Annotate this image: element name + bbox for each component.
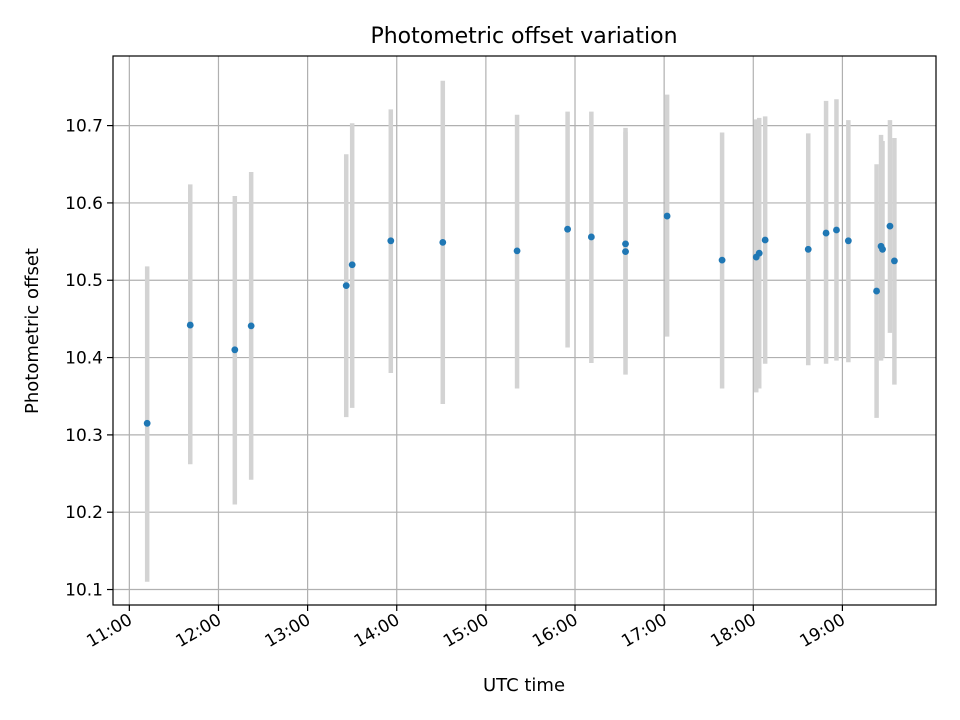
data-point bbox=[718, 256, 726, 264]
plot-frame bbox=[112, 55, 937, 606]
data-point bbox=[833, 226, 840, 234]
data-point bbox=[513, 247, 521, 255]
x-tick-label: 11:00 bbox=[83, 610, 135, 652]
y-tick-label: 10.6 bbox=[65, 194, 103, 214]
x-tick-label: 15:00 bbox=[440, 610, 492, 652]
data-point bbox=[891, 257, 898, 265]
data-point bbox=[143, 419, 151, 427]
data-point bbox=[387, 237, 395, 245]
data-point bbox=[755, 249, 763, 257]
x-tick-label: 12:00 bbox=[173, 610, 225, 652]
data-point bbox=[822, 229, 830, 237]
x-axis-label: UTC time bbox=[483, 675, 565, 696]
data-point bbox=[186, 321, 194, 329]
data-point bbox=[587, 233, 595, 241]
data-point bbox=[231, 346, 239, 354]
y-tick-label: 10.1 bbox=[65, 581, 103, 601]
data-point bbox=[886, 222, 894, 230]
data-point bbox=[247, 322, 255, 330]
y-tick-label: 10.5 bbox=[65, 271, 103, 291]
data-point bbox=[804, 245, 812, 253]
data-point bbox=[622, 240, 629, 248]
x-tick-label: 14:00 bbox=[351, 610, 403, 652]
data-point bbox=[663, 212, 671, 220]
x-axis-ticks: 11:00 12:00 13:00 14:00 15:00 16:00 17:00 18:00… bbox=[83, 605, 849, 652]
y-tick-label: 10.7 bbox=[65, 117, 103, 137]
y-axis-ticks: 10.1 10.2 10.3 10.4 10.5 10.6 10.7 bbox=[65, 117, 113, 601]
y-axis-label: Photometric offset bbox=[22, 248, 43, 414]
data-point bbox=[761, 236, 769, 244]
data-points bbox=[143, 212, 898, 427]
data-point bbox=[844, 237, 852, 245]
x-tick-label: 16:00 bbox=[529, 610, 581, 652]
x-tick-label: 19:00 bbox=[796, 610, 848, 652]
data-point bbox=[879, 245, 886, 253]
data-point bbox=[873, 287, 880, 295]
chart-title: Photometric offset variation bbox=[370, 24, 677, 49]
y-tick-label: 10.2 bbox=[65, 503, 103, 523]
data-point bbox=[342, 282, 350, 290]
y-tick-label: 10.3 bbox=[65, 426, 103, 446]
data-point bbox=[439, 238, 447, 246]
x-tick-label: 13:00 bbox=[262, 610, 314, 652]
error-bars bbox=[144, 80, 897, 582]
data-point bbox=[564, 225, 571, 233]
x-tick-label: 18:00 bbox=[707, 610, 759, 652]
y-tick-label: 10.4 bbox=[65, 349, 103, 369]
data-point bbox=[348, 261, 356, 269]
data-point bbox=[622, 248, 629, 256]
x-tick-label: 17:00 bbox=[618, 610, 670, 652]
